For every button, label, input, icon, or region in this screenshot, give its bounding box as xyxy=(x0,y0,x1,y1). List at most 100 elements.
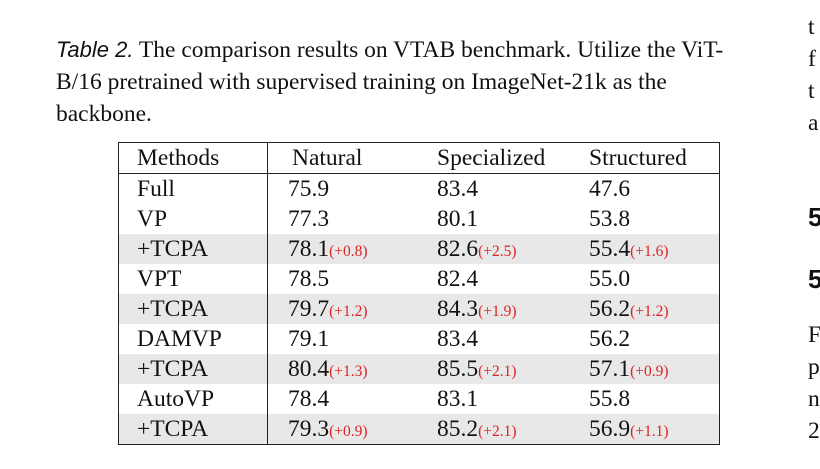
value: 75.9 xyxy=(288,175,330,202)
method-cell: VPT xyxy=(118,264,268,294)
value-cell: 83.4 xyxy=(437,174,589,205)
right-fragment: F xyxy=(808,322,820,348)
header-methods: Methods xyxy=(118,142,268,174)
delta: (+0.8) xyxy=(329,242,368,260)
value-cell: 55.0 xyxy=(589,264,720,294)
table-row: VP 77.3 80.1 53.8 xyxy=(118,204,720,234)
value: 55.4 xyxy=(589,235,631,262)
table-row: +TCPA 79.7(+1.2) 84.3(+1.9) 56.2(+1.2) xyxy=(118,294,720,324)
value-cell: 75.9 xyxy=(268,174,438,205)
delta: (+1.9) xyxy=(478,302,517,320)
value: 57.1 xyxy=(589,355,631,382)
value-cell: 85.2(+2.1) xyxy=(437,414,589,445)
value-cell: 82.6(+2.5) xyxy=(437,234,589,264)
value-cell: 56.9(+1.1) xyxy=(589,414,720,445)
value: 84.3 xyxy=(437,295,479,322)
value-cell: 57.1(+0.9) xyxy=(589,354,720,384)
delta: (+1.2) xyxy=(329,302,368,320)
table-row: +TCPA 80.4(+1.3) 85.5(+2.1) 57.1(+0.9) xyxy=(118,354,720,384)
header-specialized: Specialized xyxy=(437,142,589,174)
value-cell: 84.3(+1.9) xyxy=(437,294,589,324)
right-fragment: t xyxy=(808,78,815,104)
value: 56.2 xyxy=(589,295,631,322)
delta: (+0.9) xyxy=(329,422,368,440)
value-cell: 83.1 xyxy=(437,384,589,414)
value: 85.5 xyxy=(437,355,479,382)
method-cell: +TCPA xyxy=(118,414,268,445)
value-cell: 78.1(+0.8) xyxy=(267,234,437,264)
table-row: DAMVP 79.1 83.4 56.2 xyxy=(118,324,720,354)
value: 53.8 xyxy=(589,205,631,232)
right-fragment: a xyxy=(808,110,819,136)
value: 56.2 xyxy=(589,325,631,352)
value: 79.7 xyxy=(288,295,330,322)
value-cell: 47.6 xyxy=(589,174,720,205)
value: 83.4 xyxy=(437,325,479,352)
value: 83.1 xyxy=(437,385,479,412)
value-cell: 85.5(+2.1) xyxy=(437,354,589,384)
right-fragment: 2 xyxy=(808,418,820,444)
delta: (+1.3) xyxy=(329,362,368,380)
value: 80.1 xyxy=(437,205,479,232)
value-cell: 53.8 xyxy=(589,204,720,234)
value: 77.3 xyxy=(288,205,330,232)
header-structured: Structured xyxy=(589,142,720,174)
method-cell: +TCPA xyxy=(118,234,268,264)
value-cell: 78.5 xyxy=(268,264,438,294)
value-cell: 77.3 xyxy=(268,204,438,234)
value: 82.6 xyxy=(437,235,479,262)
value: 79.3 xyxy=(288,415,330,442)
value-cell: 83.4 xyxy=(437,324,589,354)
value: 83.4 xyxy=(437,175,479,202)
caption-text: The comparison results on VTAB benchmark… xyxy=(56,37,724,127)
delta: (+1.1) xyxy=(630,422,669,440)
right-heading-fragment: 5 xyxy=(808,264,820,294)
delta: (+2.5) xyxy=(478,242,517,260)
table-row: +TCPA 79.3(+0.9) 85.2(+2.1) 56.9(+1.1) xyxy=(118,414,720,445)
delta: (+0.9) xyxy=(630,362,669,380)
header-natural: Natural xyxy=(267,142,437,174)
delta: (+1.6) xyxy=(630,242,669,260)
table-row: AutoVP 78.4 83.1 55.8 xyxy=(118,384,720,414)
value: 79.1 xyxy=(288,325,330,352)
method-cell: DAMVP xyxy=(118,324,268,354)
table-caption: Table 2. The comparison results on VTAB … xyxy=(56,34,766,130)
value-cell: 80.4(+1.3) xyxy=(267,354,437,384)
header-row: Methods Natural Specialized Structured xyxy=(118,142,720,174)
right-fragment: f xyxy=(808,46,816,72)
value-cell: 78.4 xyxy=(268,384,438,414)
delta: (+2.1) xyxy=(478,362,517,380)
value-cell: 55.8 xyxy=(589,384,720,414)
delta: (+2.1) xyxy=(478,422,517,440)
table-row: VPT 78.5 82.4 55.0 xyxy=(118,264,720,294)
method-cell: +TCPA xyxy=(118,294,268,324)
value: 47.6 xyxy=(589,175,631,202)
value: 55.0 xyxy=(589,265,631,292)
value: 78.4 xyxy=(288,385,330,412)
value: 82.4 xyxy=(437,265,479,292)
value-cell: 79.3(+0.9) xyxy=(267,414,437,445)
value-cell: 56.2 xyxy=(589,324,720,354)
value: 55.8 xyxy=(589,385,631,412)
caption-label: Table 2. xyxy=(56,37,134,62)
value: 85.2 xyxy=(437,415,479,442)
method-cell: AutoVP xyxy=(118,384,268,414)
right-fragment: t xyxy=(808,14,815,40)
method-cell: VP xyxy=(118,204,268,234)
value: 78.1 xyxy=(288,235,330,262)
method-cell: Full xyxy=(118,173,268,204)
value-cell: 55.4(+1.6) xyxy=(589,234,720,264)
table-row: Full 75.9 83.4 47.6 xyxy=(118,173,720,205)
value: 78.5 xyxy=(288,265,330,292)
delta: (+1.2) xyxy=(630,302,669,320)
value: 56.9 xyxy=(589,415,631,442)
value-cell: 79.7(+1.2) xyxy=(267,294,437,324)
value-cell: 56.2(+1.2) xyxy=(589,294,720,324)
table-row: +TCPA 78.1(+0.8) 82.6(+2.5) 55.4(+1.6) xyxy=(118,234,720,264)
results-table: Methods Natural Specialized Structured F… xyxy=(118,142,720,445)
value-cell: 79.1 xyxy=(268,324,438,354)
value: 80.4 xyxy=(288,355,330,382)
method-cell: +TCPA xyxy=(118,354,268,384)
right-fragment: n xyxy=(808,386,820,412)
right-fragment: p xyxy=(808,354,820,380)
